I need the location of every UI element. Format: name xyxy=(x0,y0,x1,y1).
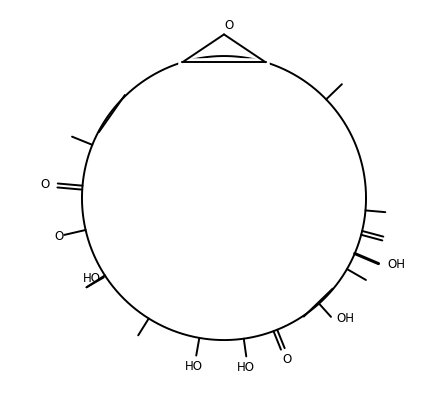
Text: HO: HO xyxy=(237,361,255,374)
Text: O: O xyxy=(40,178,49,191)
Text: OH: OH xyxy=(336,313,354,325)
Text: HO: HO xyxy=(83,272,101,285)
Text: OH: OH xyxy=(388,258,405,271)
Text: O: O xyxy=(55,231,64,244)
Text: O: O xyxy=(282,353,291,366)
Text: O: O xyxy=(224,19,233,32)
Text: HO: HO xyxy=(185,360,203,373)
